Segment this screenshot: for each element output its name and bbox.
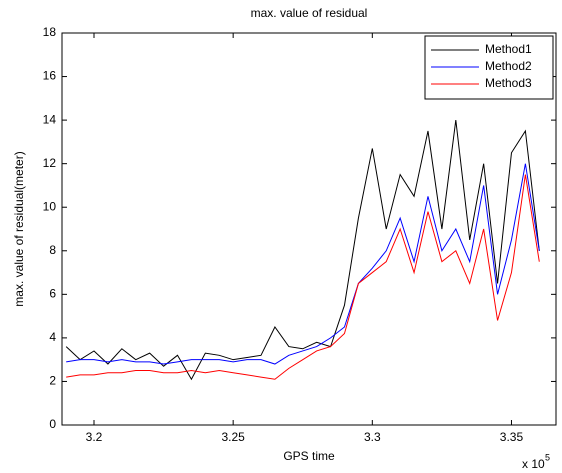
legend-label: Method2 [485,59,532,73]
chart-title: max. value of residual [251,6,368,20]
x-tick-label: 3.2 [86,430,103,444]
y-tick-label: 8 [49,243,56,257]
x-multiplier-exponent: 5 [545,452,550,462]
y-tick-label: 10 [43,199,57,213]
y-tick-label: 0 [49,417,56,431]
series-line [65,120,540,381]
x-tick-label: 3.35 [500,430,524,444]
series-line [66,174,540,380]
plot-frame [61,32,557,426]
x-tick-label: 3.25 [221,430,245,444]
legend-label: Method3 [485,76,532,90]
y-tick-label: 4 [49,330,56,344]
y-tick-label: 16 [43,69,57,83]
y-tick-label: 2 [49,374,56,388]
x-multiplier: x 10 [522,457,545,471]
y-tick-label: 12 [43,156,57,170]
x-tick-label: 3.3 [364,430,381,444]
y-axis-label: max. value of residual(meter) [12,151,26,306]
y-tick-label: 18 [43,25,57,39]
legend-label: Method1 [485,42,532,56]
y-tick-label: 6 [49,287,56,301]
y-tick-label: 14 [43,112,57,126]
x-axis-label: GPS time [283,449,335,463]
series-line [66,163,540,365]
